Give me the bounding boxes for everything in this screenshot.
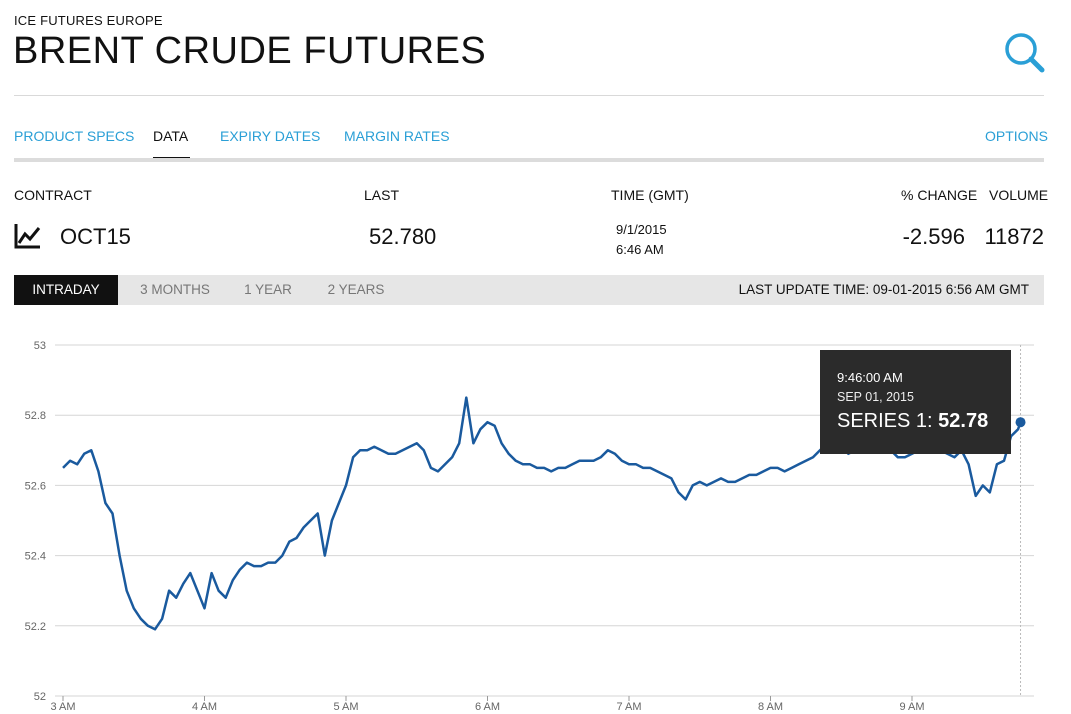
header-last: LAST [364,187,400,203]
tab-bar: PRODUCT SPECS DATA EXPIRY DATES MARGIN R… [14,128,1048,162]
range-1-year-button[interactable]: 1 YEAR [244,282,292,297]
tooltip-series: SERIES 1: 52.78 [837,410,1011,433]
tab-data[interactable]: DATA [153,128,189,144]
chart-tooltip: 9:46:00 AM SEP 01, 2015 SERIES 1: 52.78 [820,350,1011,454]
tab-margin-rates[interactable]: MARGIN RATES [344,128,450,144]
tabs-rule [14,158,1044,162]
last-value: 52.780 [369,224,437,249]
header-time: TIME (GMT) [611,187,689,203]
x-tick-label: 3 AM [50,701,75,713]
x-tick-label: 8 AM [758,701,783,713]
x-tick-label: 9 AM [899,701,924,713]
hover-point [1015,417,1026,428]
exchange-label: ICE FUTURES EUROPE [14,13,163,28]
y-tick-label: 52.4 [25,551,46,563]
header-volume: VOLUME [989,187,1049,203]
range-2-years-button[interactable]: 2 YEARS [327,282,385,297]
x-tick-label: 7 AM [616,701,641,713]
header-contract: CONTRACT [14,187,92,203]
tab-options[interactable]: OPTIONS [985,128,1049,144]
range-bar: INTRADAY 3 MONTHS 1 YEAR 2 YEARS LAST UP… [14,275,1044,305]
time-time-value: 6:46 AM [616,242,664,257]
line-chart-icon [14,224,41,249]
tooltip-series-value: 52.78 [938,410,989,432]
tab-expiry-dates[interactable]: EXPIRY DATES [220,128,321,144]
x-axis: 3 AM 4 AM 5 AM 6 AM 7 AM 8 AM 9 AM [50,696,925,713]
search-icon [1005,33,1045,73]
header-divider [14,95,1044,96]
range-intraday-button[interactable]: INTRADAY [14,275,118,305]
page-title: BRENT CRUDE FUTURES [13,30,487,72]
y-tick-label: 52.8 [25,410,46,422]
change-value: -2.596 [902,224,965,249]
time-date-value: 9/1/2015 [616,222,667,237]
y-tick-label: 53 [34,340,46,352]
y-tick-label: 52.2 [25,621,46,633]
search-button[interactable] [1002,30,1046,74]
header-change: % CHANGE [901,187,978,203]
x-tick-label: 6 AM [475,701,500,713]
tooltip-date: SEP 01, 2015 [837,390,914,404]
y-tick-label: 52 [34,691,46,703]
x-tick-label: 5 AM [333,701,358,713]
tab-product-specs[interactable]: PRODUCT SPECS [14,128,135,144]
x-tick-label: 4 AM [192,701,217,713]
volume-value: 11872 [984,224,1044,249]
y-tick-label: 52.6 [25,480,46,492]
tooltip-series-label: SERIES 1: [837,410,933,432]
chart-toggle-button[interactable] [14,222,42,250]
last-update-text: LAST UPDATE TIME: 09-01-2015 6:56 AM GMT [738,282,1029,297]
contract-value: OCT15 [60,224,131,249]
tooltip-time: 9:46:00 AM [837,370,903,385]
range-3-months-button[interactable]: 3 MONTHS [140,282,210,297]
